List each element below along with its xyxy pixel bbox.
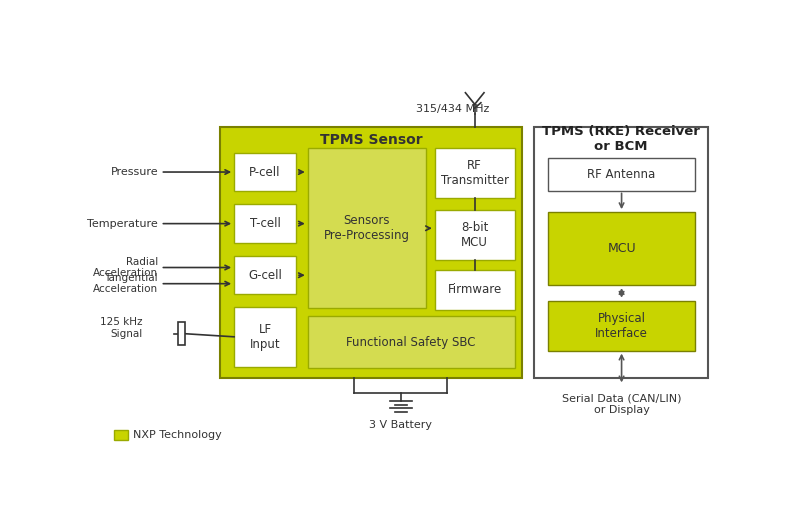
Bar	[308, 316, 514, 368]
Bar	[234, 153, 296, 191]
Text: Functional Safety SBC: Functional Safety SBC	[346, 336, 476, 349]
Text: Sensors
Pre-Processing: Sensors Pre-Processing	[323, 214, 410, 242]
Bar	[178, 322, 186, 345]
Text: Serial Data (CAN/LIN)
or Display: Serial Data (CAN/LIN) or Display	[562, 393, 682, 415]
Text: P-cell: P-cell	[250, 166, 281, 179]
Text: RF Antenna: RF Antenna	[587, 168, 656, 181]
Bar	[548, 158, 695, 190]
Text: Temperature: Temperature	[87, 219, 158, 229]
Text: 3 V Battery: 3 V Battery	[370, 420, 432, 430]
Text: 125 kHz
Signal: 125 kHz Signal	[100, 317, 142, 338]
Text: Firmware: Firmware	[447, 283, 502, 296]
Text: RF
Transmitter: RF Transmitter	[441, 159, 509, 187]
Text: G-cell: G-cell	[248, 269, 282, 282]
Bar	[534, 127, 708, 378]
Bar	[548, 212, 695, 285]
Text: 315/434 MHz: 315/434 MHz	[416, 104, 490, 114]
Text: MCU: MCU	[607, 242, 636, 255]
Bar	[435, 270, 514, 310]
Bar	[234, 204, 296, 243]
Text: 8-bit
MCU: 8-bit MCU	[461, 221, 488, 249]
Bar	[308, 148, 426, 309]
Bar	[435, 210, 514, 260]
Bar	[548, 301, 695, 351]
Text: T-cell: T-cell	[250, 217, 281, 230]
Bar	[114, 430, 128, 440]
Text: Physical
Interface: Physical Interface	[595, 312, 648, 340]
Bar	[435, 148, 514, 198]
Text: LF
Input: LF Input	[250, 323, 280, 351]
Text: TPMS (RKE) Receiver
or BCM: TPMS (RKE) Receiver or BCM	[542, 125, 700, 153]
Text: Radial
Acceleration: Radial Acceleration	[93, 256, 158, 278]
Text: TPMS Sensor: TPMS Sensor	[320, 133, 422, 147]
Bar	[234, 307, 296, 367]
Bar	[220, 127, 522, 378]
Text: Pressure: Pressure	[110, 167, 158, 177]
Text: NXP Technology: NXP Technology	[134, 430, 222, 440]
Bar	[234, 256, 296, 295]
Text: Tangential
Acceleration: Tangential Acceleration	[93, 273, 158, 295]
